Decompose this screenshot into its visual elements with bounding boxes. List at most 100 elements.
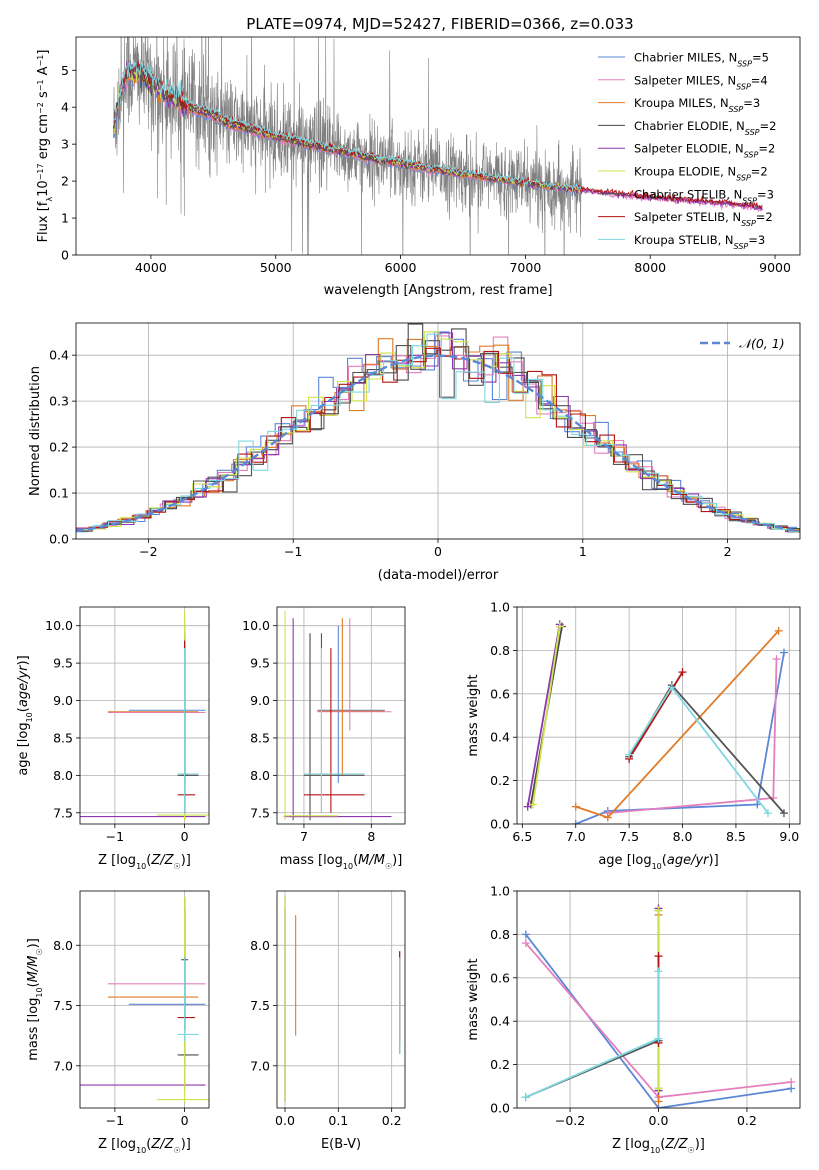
errorbar-point — [317, 618, 385, 776]
weight-marker — [779, 648, 788, 657]
x-tick-label: −2 — [139, 544, 157, 559]
x-tick-label: −0.2 — [555, 1113, 585, 1128]
errorbar-point — [128, 625, 206, 783]
errorbar-point — [283, 610, 338, 821]
errorbar-point — [317, 625, 385, 783]
axes-age_vs_Z: −1 0 7.5 8.0 8.5 9.0 9.5 10.0 Z [log10(Z/Z☉)] age… — [16, 606, 210, 871]
errorbar-point — [303, 633, 365, 813]
legend-label: Chabrier ELODIE, NSSP=2 — [634, 119, 776, 137]
x-tick-label: 6.5 — [512, 829, 532, 844]
x-tick-label: 1 — [579, 544, 587, 559]
x-axis-label: (data-model)/error — [378, 568, 499, 583]
errorbar-point — [177, 897, 199, 1066]
y-tick-label: 8.0 — [53, 938, 73, 953]
y-tick-label: 8.0 — [250, 938, 270, 953]
x-axis-label: Z [log10(Z/Z☉)] — [612, 1137, 705, 1155]
weight_vs_Z-plot-area — [521, 904, 796, 1108]
legend: 𝒩(0, 1) — [700, 336, 785, 351]
weight-marker — [654, 952, 663, 961]
errorbar-point — [177, 633, 199, 783]
x-tick-label: 5000 — [260, 260, 292, 275]
weight-marker — [678, 668, 687, 677]
y-tick-label: 0.3 — [49, 394, 69, 409]
figure-title: PLATE=0974, MJD=52427, FIBERID=0366, z=0… — [246, 15, 633, 33]
legend-label: Kroupa ELODIE, NSSP=2 — [634, 165, 768, 183]
y-tick-label: 1.0 — [490, 600, 510, 615]
weight-marker — [654, 967, 663, 976]
axes-frame — [75, 36, 801, 256]
x-tick-label: 9000 — [759, 260, 791, 275]
y-tick-label: 8.0 — [250, 768, 270, 783]
x-tick-label: 2 — [724, 544, 732, 559]
x-tick-label: −1 — [106, 829, 124, 844]
age_vs_mass-plot-area — [283, 610, 392, 821]
x-tick-label: 0.0 — [649, 1113, 669, 1128]
x-tick-label: 8 — [367, 829, 375, 844]
weight-marker — [654, 906, 663, 915]
y-tick-label: 1 — [61, 211, 69, 226]
legend-label: Salpeter STELIB, NSSP=2 — [634, 210, 773, 228]
y-tick-label: 10.0 — [45, 618, 73, 633]
x-tick-label: 0.2 — [382, 1113, 402, 1128]
y-tick-label: 0.0 — [490, 1101, 510, 1116]
weight-marker — [779, 809, 788, 818]
y-tick-label: 0.4 — [490, 1014, 510, 1029]
weight-marker — [654, 1084, 663, 1093]
normal-curve — [76, 354, 800, 533]
residual-plot-area — [76, 323, 800, 533]
gridlines — [277, 607, 405, 824]
x-tick-label: 7.0 — [566, 829, 586, 844]
gridlines — [80, 607, 209, 824]
weight-marker — [521, 1093, 530, 1102]
age_vs_Z-plot-area — [80, 610, 209, 821]
axes-residuals: −2 −1 0 1 2 0.0 0.1 0.2 0.3 0.4 𝒩(0, 1) (data-model… — [28, 322, 801, 583]
errorbar-point — [303, 648, 365, 813]
weight-line — [628, 671, 684, 760]
legend-label: Kroupa MILES, NSSP=3 — [634, 96, 760, 114]
weight-marker — [667, 683, 676, 692]
x-tick-label: 0 — [434, 544, 442, 559]
y-tick-label: 7.0 — [250, 1058, 270, 1073]
legend: Chabrier MILES, NSSP=5 Salpeter MILES, NS… — [598, 51, 776, 250]
y-tick-label: 8.5 — [53, 730, 73, 745]
y-tick-label: 9.5 — [250, 656, 270, 671]
axes-mass_vs_ebv: 0.0 0.1 0.2 7.0 7.5 8.0 E(B-V) — [250, 890, 406, 1152]
weight-marker — [772, 655, 781, 664]
y-tick-label: 1.0 — [490, 884, 510, 899]
y-tick-label: 0.8 — [490, 927, 510, 942]
y-tick-label: 2 — [61, 174, 69, 189]
x-tick-label: 0 — [181, 829, 189, 844]
x-axis-label: mass [log10(M/M☉)] — [280, 853, 403, 871]
weight-line — [525, 933, 792, 1108]
x-tick-label: 0.0 — [275, 1113, 295, 1128]
x-tick-label: 8.5 — [726, 829, 746, 844]
axes-frame — [516, 606, 801, 825]
weight-marker — [521, 939, 530, 948]
weight-line — [575, 630, 780, 819]
errorbar-point — [107, 909, 206, 1030]
weight-line — [575, 652, 785, 824]
y-tick-label: 0.2 — [490, 773, 510, 788]
errorbar-point — [156, 897, 209, 1102]
axes-frame — [75, 322, 801, 540]
axes-frame — [79, 606, 210, 825]
weight-line — [628, 683, 785, 814]
x-tick-label: 8.0 — [673, 829, 693, 844]
x-tick-label: −1 — [284, 544, 302, 559]
axes-frame — [276, 890, 406, 1109]
data-spectrum-line — [113, 37, 763, 255]
y-axis-label: age [log10(age/yr)] — [16, 655, 34, 775]
x-axis-label: Z [log10(Z/Z☉)] — [98, 1137, 191, 1155]
y-tick-label: 7.5 — [53, 998, 73, 1013]
weight-marker — [654, 1097, 663, 1106]
errorbar-point — [303, 648, 365, 813]
weight-marker — [763, 809, 772, 818]
y-tick-label: 4 — [61, 100, 69, 115]
weight-marker — [529, 800, 538, 809]
model-line-kroupa-stelib — [112, 59, 582, 192]
spectrum-plot-area — [112, 37, 763, 255]
x-axis-label: age [log10(age/yr)] — [598, 853, 718, 871]
hist-kroupa-elodie — [76, 331, 800, 531]
hist-chabrier-stelib — [77, 340, 800, 533]
y-tick-label: 0.2 — [490, 1057, 510, 1072]
